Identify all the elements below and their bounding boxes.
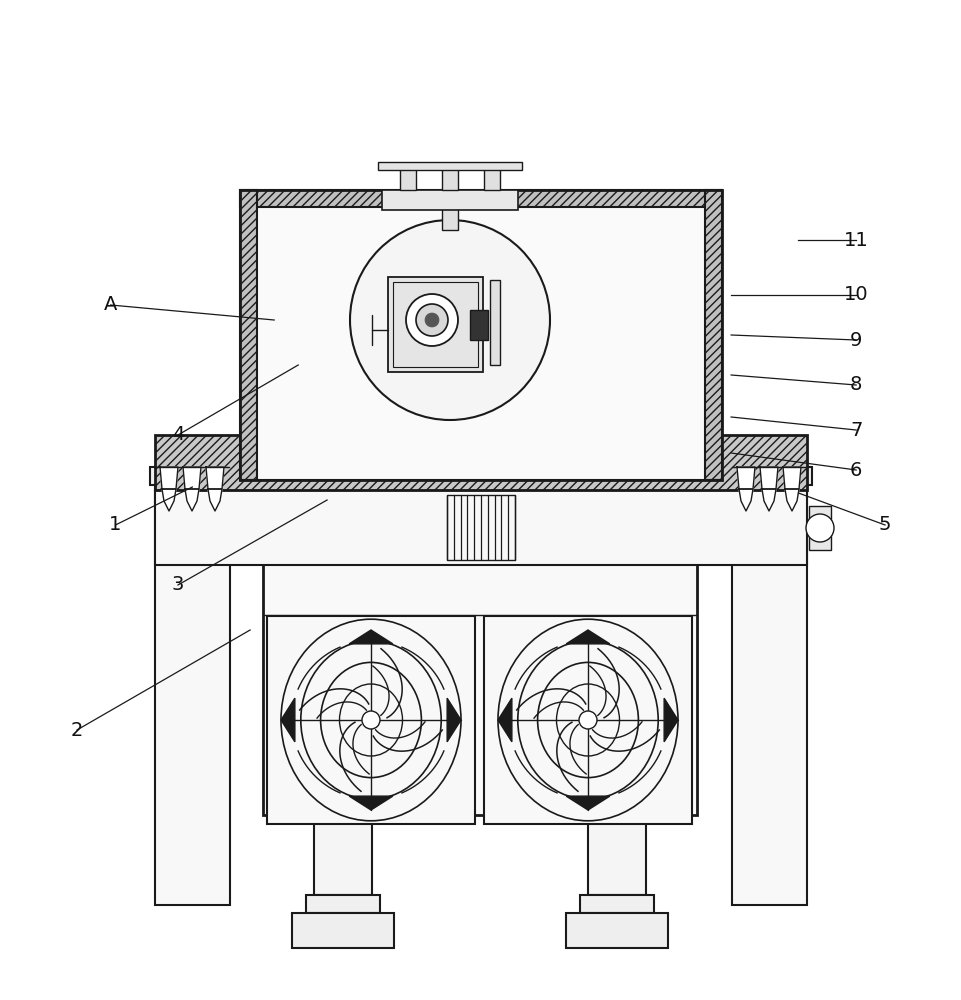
- Bar: [155, 435, 806, 490]
- Polygon shape: [782, 467, 801, 489]
- Polygon shape: [759, 467, 777, 489]
- Bar: [155, 490, 806, 565]
- Bar: [447, 495, 514, 560]
- Polygon shape: [447, 698, 460, 742]
- Polygon shape: [566, 630, 609, 644]
- Bar: [393, 282, 478, 367]
- Text: 7: 7: [850, 420, 861, 440]
- Bar: [808, 506, 830, 550]
- Polygon shape: [183, 467, 201, 489]
- Bar: [313, 815, 372, 895]
- Polygon shape: [160, 467, 178, 489]
- Circle shape: [361, 711, 380, 729]
- Bar: [267, 616, 475, 824]
- Bar: [483, 168, 500, 190]
- Polygon shape: [738, 489, 752, 511]
- Polygon shape: [349, 796, 392, 810]
- Polygon shape: [281, 698, 295, 742]
- Circle shape: [406, 294, 457, 346]
- Bar: [441, 208, 457, 230]
- Bar: [378, 162, 522, 170]
- Bar: [262, 560, 697, 815]
- Bar: [257, 207, 704, 480]
- Circle shape: [805, 514, 833, 542]
- Bar: [382, 190, 517, 210]
- Polygon shape: [498, 698, 511, 742]
- Text: 10: 10: [843, 286, 868, 304]
- Bar: [239, 190, 722, 480]
- Bar: [704, 190, 722, 480]
- Polygon shape: [736, 467, 754, 489]
- Polygon shape: [206, 467, 224, 489]
- Circle shape: [415, 304, 448, 336]
- Bar: [239, 190, 722, 207]
- Bar: [441, 168, 457, 190]
- Bar: [387, 277, 482, 372]
- Polygon shape: [784, 489, 799, 511]
- Polygon shape: [349, 630, 392, 644]
- Text: A: A: [104, 296, 117, 314]
- Bar: [565, 913, 667, 948]
- Bar: [155, 485, 230, 905]
- Polygon shape: [161, 489, 176, 511]
- Polygon shape: [663, 698, 678, 742]
- Bar: [731, 485, 806, 905]
- Bar: [150, 467, 234, 485]
- Bar: [470, 310, 487, 340]
- Text: 11: 11: [843, 231, 868, 249]
- Text: 9: 9: [850, 330, 861, 350]
- Polygon shape: [761, 489, 776, 511]
- Bar: [239, 190, 257, 480]
- Polygon shape: [566, 796, 609, 810]
- Text: 4: 4: [172, 426, 184, 444]
- Circle shape: [579, 711, 597, 729]
- Bar: [292, 913, 394, 948]
- Circle shape: [350, 220, 550, 420]
- Bar: [489, 280, 500, 365]
- Bar: [483, 616, 691, 824]
- Text: 2: 2: [71, 720, 83, 740]
- Polygon shape: [208, 489, 222, 511]
- Bar: [727, 467, 811, 485]
- Text: 5: 5: [878, 516, 890, 534]
- Circle shape: [425, 313, 438, 327]
- Text: 8: 8: [850, 375, 861, 394]
- Bar: [400, 168, 415, 190]
- Bar: [306, 895, 380, 913]
- Text: 6: 6: [850, 460, 861, 480]
- Bar: [579, 895, 653, 913]
- Text: 3: 3: [172, 576, 184, 594]
- Bar: [587, 815, 646, 895]
- Polygon shape: [185, 489, 199, 511]
- Text: 1: 1: [110, 516, 121, 534]
